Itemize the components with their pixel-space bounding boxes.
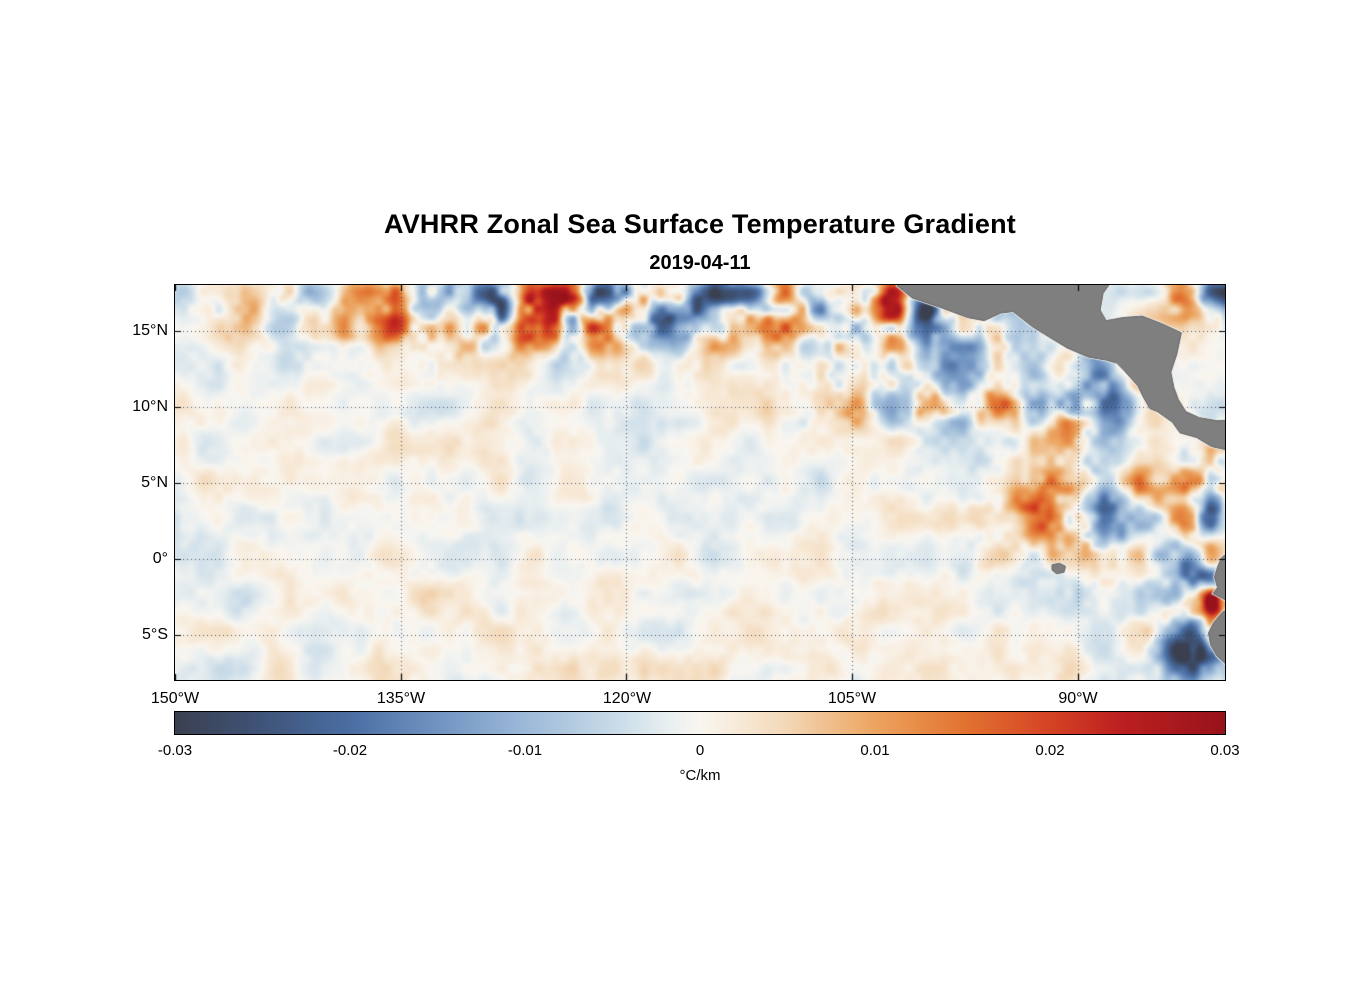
colorbar-tick-label: -0.02 xyxy=(332,742,368,759)
chart-subtitle: 2019-04-11 xyxy=(649,252,751,274)
colorbar-tick-label: -0.01 xyxy=(507,742,543,759)
colorbar-tick-label: 0.03 xyxy=(1210,742,1240,759)
colorbar-tick-label: 0.02 xyxy=(1035,742,1065,759)
colorbar-units-label: °C/km xyxy=(679,767,721,784)
y-axis-tick-label: 15°N xyxy=(132,322,168,339)
map-plot-area xyxy=(174,284,1226,681)
x-axis-tick-label: 135°W xyxy=(376,690,426,707)
colorbar-tick-label: 0 xyxy=(695,742,705,759)
chart-title: AVHRR Zonal Sea Surface Temperature Grad… xyxy=(384,209,1016,239)
colorbar-tick-label: -0.03 xyxy=(157,742,193,759)
y-axis-tick-label: 5°S xyxy=(142,626,168,643)
sst-gradient-field-canvas xyxy=(175,285,1225,680)
x-axis-tick-label: 150°W xyxy=(150,690,200,707)
y-axis-tick-label: 10°N xyxy=(132,398,168,415)
colorbar-tick-label: 0.01 xyxy=(860,742,890,759)
y-axis-tick-label: 0° xyxy=(152,550,168,567)
x-axis-tick-label: 105°W xyxy=(827,690,877,707)
x-axis-tick-label: 120°W xyxy=(602,690,652,707)
y-axis-tick-label: 5°N xyxy=(141,474,168,491)
colorbar xyxy=(174,711,1226,735)
x-axis-tick-label: 90°W xyxy=(1058,690,1098,707)
